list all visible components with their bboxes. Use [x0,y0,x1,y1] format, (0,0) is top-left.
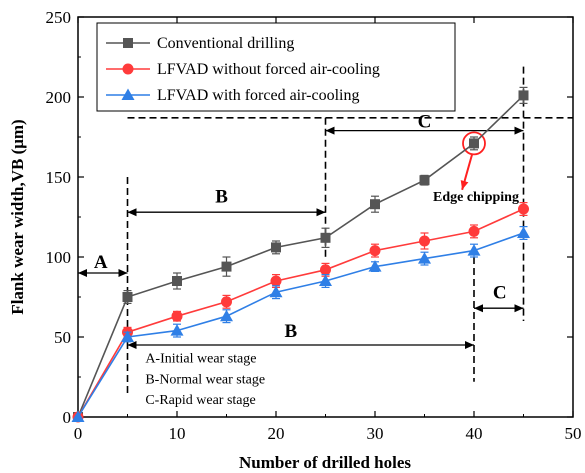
data-point [467,244,481,256]
data-point [171,310,183,322]
y-tick-label: 0 [63,408,72,427]
legend-label: LFVAD with forced air-cooling [157,87,359,104]
edge-chipping-arrow [460,154,473,191]
data-point [221,296,232,308]
legend-box [96,22,456,112]
series-1 [72,202,529,423]
y-axis-title: Flank wear width,VB (μm) [8,119,27,314]
edge-chipping-label: Edge chipping [433,190,519,205]
data-point [271,242,281,253]
x-tick-label: 30 [367,424,384,443]
data-point [221,261,232,272]
label-c-lower: C [493,283,507,304]
label-a: A [94,252,108,273]
data-point [320,264,331,276]
data-point [518,90,529,101]
x-tick-label: 20 [268,424,285,443]
legend: Conventional drilling LFVAD without force… [96,22,456,112]
legend-marker [122,63,134,75]
x-tick-label: 10 [169,424,186,443]
series-line [77,94,525,418]
series-line [77,208,524,418]
y-tick-label: 50 [54,328,71,347]
x-tick-label: 0 [74,424,83,443]
data-point [220,309,233,322]
legend-marker [123,38,133,48]
data-point [368,260,382,272]
legend-label: LFVAD without forced air-cooling [157,61,380,78]
legend-label: Conventional drilling [157,35,294,52]
edge-chipping-circle [462,131,486,156]
data-point [122,292,133,302]
label-c-upper: C [418,111,432,132]
data-point [121,330,134,342]
note-initial-wear: A-Initial wear stage [145,352,256,367]
data-point [418,252,431,264]
data-point [170,324,184,336]
stage-annotations: A B C B C A-Initial wear stage B-Normal wear s… [78,66,573,408]
data-point [172,276,182,286]
y-tick-label: 200 [46,88,72,107]
note-rapid-wear: C-Rapid wear stage [145,393,255,408]
x-axis-title: Number of drilled holes [239,453,411,472]
data-point [369,245,381,257]
y-tick-label: 250 [46,8,72,27]
label-b-upper: B [215,187,228,208]
data-point [269,285,283,298]
data-point [419,175,430,186]
data-point [319,274,332,286]
data-point [320,232,331,243]
y-tick-label: 100 [46,248,72,267]
series-0 [73,86,529,422]
data-point [270,275,282,287]
data-point [517,226,530,238]
data-point [419,235,430,247]
data-point [468,225,480,237]
data-point [469,138,479,149]
series-layer [71,86,530,423]
y-tick-label: 150 [46,168,72,187]
legend-marker [121,88,135,100]
data-point [71,410,85,422]
label-b-lower: B [285,321,298,342]
series-2 [71,226,530,422]
x-tick-label: 40 [466,424,483,443]
data-point [370,199,380,210]
note-normal-wear: B-Normal wear stage [145,372,265,387]
data-point [518,203,529,215]
x-tick-label: 50 [565,424,582,443]
series-line [77,232,524,418]
